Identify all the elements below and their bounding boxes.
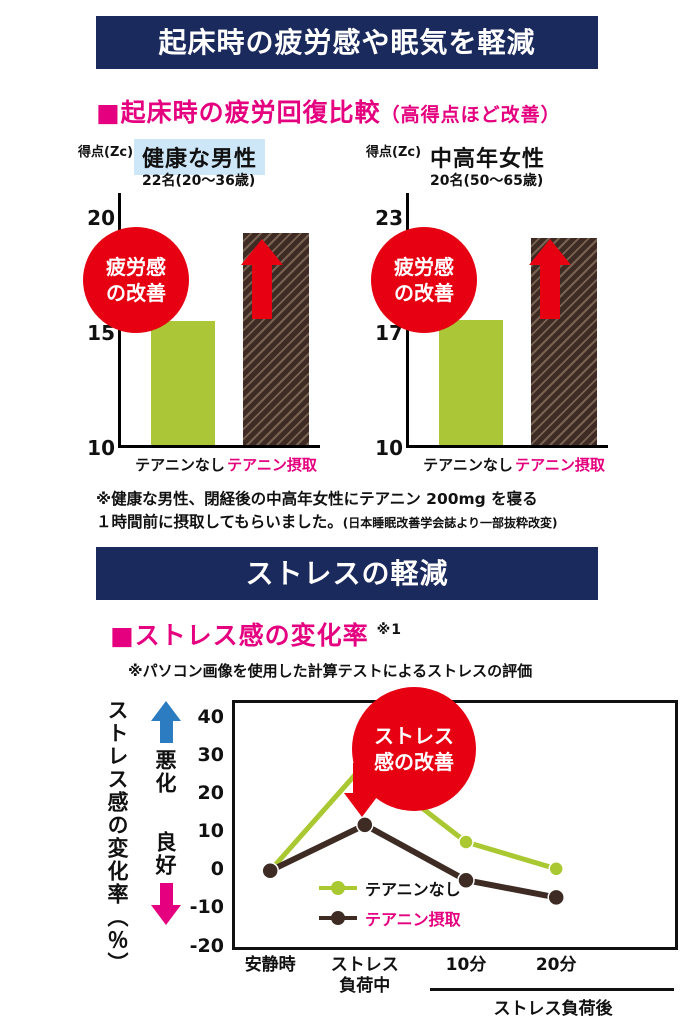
bar-plot: 疲労感 の改善 10 17 23	[371, 193, 608, 460]
legend-label: テアニン摂取	[365, 909, 461, 929]
y-tick-label: 23	[375, 206, 403, 230]
x-category-label: 10分	[445, 954, 487, 975]
line-chart-y-axis-title: ストレス感の変化率（％）	[105, 698, 129, 975]
x-category-label: テアニン摂取	[227, 456, 317, 474]
fatigue-footnote-line2-text: １時間前に摂取してもらいました。	[96, 513, 343, 532]
stress-after-label: ストレス負荷後	[493, 998, 613, 1019]
arrow-shaft	[540, 265, 560, 319]
y-tick-label: 0	[210, 858, 224, 881]
up-arrow-icon	[241, 239, 283, 319]
fatigue-footnote-source: (日本睡眠改善学会誌より一部抜粋改変)	[342, 516, 558, 531]
arrow-shaft	[252, 265, 272, 319]
fatigue-footnote: ※健康な男性、閉経後の中高年女性にテアニン 200mg を寝る １時間前に摂取し…	[96, 488, 694, 535]
bar-chart-header: 得点(Zc) 中高年女性 20名(50～65歳)	[364, 139, 636, 193]
bar-chart-older-women: 得点(Zc) 中高年女性 20名(50～65歳) 疲労感 の改善 10 17 23 …	[364, 139, 636, 478]
bar-chart-healthy-men: 得点(Zc) 健康な男性 22名(20～36歳) 疲労感 の改善 10 15 20 …	[76, 139, 348, 478]
bar-xlabels: テアニンなし テアニン摂取	[406, 454, 608, 478]
bar	[151, 320, 215, 445]
y-axis-unit-label: 得点(Zc)	[366, 145, 422, 160]
x-category-label: 20分	[535, 954, 577, 975]
section-heading-fatigue-note: （高得点ほど改善）	[380, 104, 561, 126]
x-category-label: テアニンなし	[135, 456, 225, 474]
legend-dot	[331, 880, 345, 895]
stress-after-bracket-line	[430, 987, 674, 991]
theanine-line-icon	[319, 909, 357, 927]
arrow-head	[151, 904, 181, 925]
banner-stress-title: ストレスの軽減	[96, 546, 598, 600]
y-tick-label: 10	[375, 436, 403, 460]
legend-item: テアニンなし	[319, 875, 461, 901]
worse-arrow-icon	[151, 700, 181, 743]
legend: テアニンなし テアニン摂取	[319, 875, 461, 935]
up-arrow-icon	[529, 239, 571, 319]
arrow-shaft	[159, 720, 173, 743]
x-category-label: ストレス 負荷中	[330, 954, 399, 996]
banner-fatigue-title: 起床時の疲労感や眠気を軽減	[96, 16, 598, 69]
y-tick-label: 30	[197, 743, 224, 766]
y-tick-label: 40	[197, 705, 224, 728]
y-tick-label: 20	[87, 206, 115, 230]
y-tick-label: 10	[197, 820, 224, 842]
legend-dot	[331, 910, 345, 925]
bar-charts-row: 得点(Zc) 健康な男性 22名(20～36歳) 疲労感 の改善 10 15 20 …	[76, 139, 694, 478]
arrow-shaft	[159, 882, 173, 905]
section-heading-fatigue: ■起床時の疲労回復比較（高得点ほど改善）	[96, 93, 694, 129]
better-label: 良好	[153, 830, 177, 877]
x-category-label: テアニンなし	[423, 456, 513, 474]
fatigue-improvement-badge: 疲労感 の改善	[83, 227, 189, 333]
better-arrow-icon	[151, 882, 181, 925]
fatigue-footnote-line2: １時間前に摂取してもらいました。(日本睡眠改善学会誌より一部抜粋改変)	[96, 511, 694, 534]
y-tick-label: 10	[87, 436, 115, 460]
line-chart: ストレス感の変化率（％） 悪化 良好 テアニンなし テアニン摂取 ストレス 感の改…	[0, 686, 694, 1019]
chart-title: 健康な男性	[134, 139, 266, 175]
bar-plot: 疲労感 の改善 10 15 20	[83, 193, 320, 460]
chart-subtitle: 20名(50～65歳)	[430, 173, 544, 189]
x-category-label: テアニン摂取	[515, 456, 605, 474]
heading-superscript: ※1	[376, 622, 402, 639]
section-heading-fatigue-text: ■起床時の疲労回復比較	[96, 98, 381, 127]
arrow-head	[241, 239, 283, 265]
stress-improvement-badge: ストレス 感の改善	[352, 686, 476, 811]
stress-note: ※パソコン画像を使用した計算テストによるストレスの評価	[128, 661, 533, 680]
legend-label: テアニンなし	[365, 879, 461, 899]
fatigue-improvement-badge: 疲労感 の改善	[371, 227, 477, 333]
y-tick-label: -20	[189, 934, 224, 957]
worse-label: 悪化	[153, 748, 177, 795]
bar-chart-header: 得点(Zc) 健康な男性 22名(20～36歳)	[76, 139, 348, 193]
arrow-head	[529, 239, 571, 265]
y-axis-unit-label: 得点(Zc)	[78, 145, 134, 160]
y-tick-label: 20	[197, 781, 224, 804]
arrow-head	[151, 700, 181, 721]
bar	[439, 320, 503, 445]
legend-item: テアニン摂取	[319, 905, 461, 931]
section-heading-stress-text: ■ストレス感の変化率	[110, 620, 369, 650]
chart-title: 中高年女性	[430, 147, 546, 172]
y-tick-label: -10	[189, 896, 224, 919]
section-heading-stress: ■ストレス感の変化率 ※1	[110, 616, 694, 652]
x-category-label: 安静時	[244, 954, 296, 975]
fatigue-footnote-line1: ※健康な男性、閉経後の中高年女性にテアニン 200mg を寝る	[96, 490, 538, 508]
chart-subtitle: 22名(20～36歳)	[142, 173, 256, 189]
no-theanine-line-icon	[319, 879, 357, 897]
bar-xlabels: テアニンなし テアニン摂取	[118, 454, 320, 478]
